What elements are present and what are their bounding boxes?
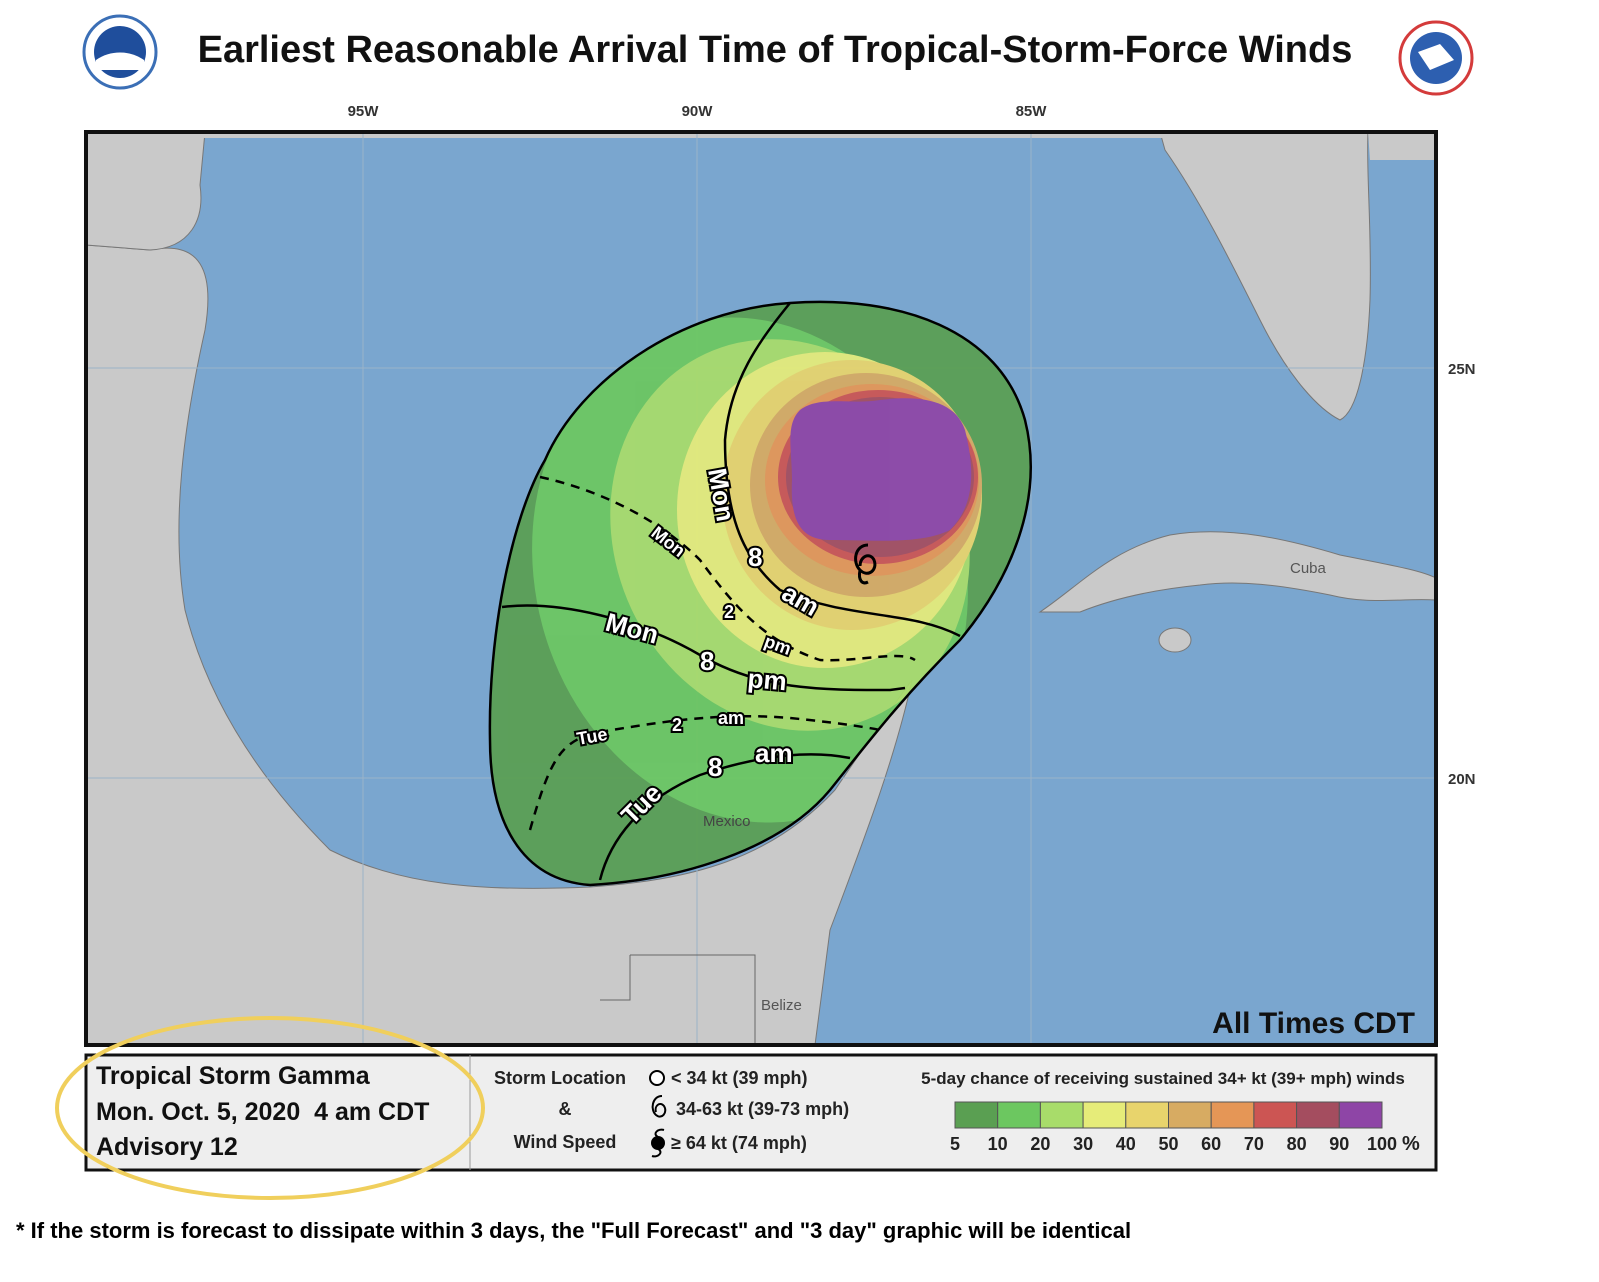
- time-period: am: [755, 738, 793, 768]
- prob-tick-label: 60: [1201, 1134, 1221, 1154]
- time-hour: 2: [672, 715, 682, 735]
- time-period: am: [718, 708, 744, 728]
- prob-tick-label: 80: [1287, 1134, 1307, 1154]
- nws-logo: [1398, 20, 1474, 96]
- storm-legend-title: Storm Location: [494, 1068, 626, 1088]
- time-zone-note: All Times CDT: [1212, 1007, 1415, 1040]
- prob-swatch: [1082, 1101, 1127, 1129]
- lon-label: 85W: [1016, 103, 1048, 120]
- symbol-weak: [649, 1070, 665, 1086]
- noaa-logo: [82, 14, 158, 90]
- advisory: Advisory 12: [96, 1133, 238, 1161]
- lat-label: 20N: [1448, 771, 1476, 788]
- prob-scale: 5 10 20 30 40 50 60 70 80 90 100: [950, 1101, 1397, 1154]
- prob-tick-label: 40: [1116, 1134, 1136, 1154]
- prob-tick-label: 10: [988, 1134, 1008, 1154]
- prob-swatch: [1168, 1101, 1212, 1129]
- prob-swatch: [1210, 1101, 1255, 1129]
- time-contour: [501, 604, 906, 692]
- prob-swatch: [1039, 1101, 1084, 1129]
- storm-legend-item: 34-63 kt (39-73 mph): [676, 1099, 849, 1119]
- storm-legend-title: &: [559, 1099, 572, 1119]
- land-florida-east: [1368, 132, 1436, 160]
- symbol-ts: [651, 1095, 667, 1118]
- map: Mon 8 am Mon 2 pm Mon 8 pm Tue 2 am 8 am…: [86, 132, 1436, 1045]
- cone-outline: [488, 300, 1032, 887]
- place-label: Cuba: [1290, 560, 1327, 577]
- highlight-circle: [55, 1016, 485, 1200]
- land-us: [86, 132, 1371, 421]
- time-contour: [598, 753, 851, 881]
- prob-unit: %: [1402, 1133, 1420, 1155]
- prob-tick-label: 20: [1030, 1134, 1050, 1154]
- time-hour: 8: [748, 542, 762, 572]
- land-cuba: [1038, 531, 1436, 613]
- time-period: pm: [746, 663, 787, 696]
- prob-swatch: [1296, 1101, 1340, 1129]
- prob-swatch: [1125, 1101, 1170, 1129]
- prob-tick-label: 5: [950, 1134, 960, 1154]
- storm-legend-title: Wind Speed: [514, 1132, 617, 1152]
- issued: Mon. Oct. 5, 2020 4 am CDT: [96, 1098, 429, 1126]
- place-label: Mexico: [703, 813, 751, 830]
- time-contour: [723, 302, 961, 638]
- prob-tick-label: 100: [1367, 1134, 1397, 1154]
- symbol-hurricane: [651, 1128, 665, 1158]
- prob-swatch: [1338, 1101, 1383, 1129]
- prob-tick-label: 50: [1158, 1134, 1178, 1154]
- prob-swatch: [997, 1101, 1041, 1129]
- prob-swatch: [1253, 1101, 1298, 1129]
- prob-tick-label: 30: [1073, 1134, 1093, 1154]
- time-hour: 8: [700, 646, 714, 676]
- prob-tick-label: 90: [1329, 1134, 1349, 1154]
- title: Earliest Reasonable Arrival Time of Trop…: [198, 29, 1353, 71]
- border: [600, 954, 756, 1045]
- lon-label: 95W: [348, 103, 380, 120]
- prob-legend-title: 5-day chance of receiving sustained 34+ …: [921, 1069, 1405, 1088]
- footnote: * If the storm is forecast to dissipate …: [16, 1218, 1131, 1243]
- prob-band: [790, 398, 972, 541]
- storm-symbol: [854, 543, 877, 585]
- prob-tick-label: 70: [1244, 1134, 1264, 1154]
- lat-label: 25N: [1448, 361, 1476, 378]
- time-hour: 8: [708, 752, 722, 782]
- place-label: Belize: [761, 997, 802, 1014]
- prob-swatch: [954, 1101, 999, 1129]
- storm-legend-item: ≥ 64 kt (74 mph): [671, 1133, 807, 1153]
- storm-legend-item: < 34 kt (39 mph): [671, 1068, 808, 1088]
- lon-label: 90W: [682, 103, 714, 120]
- time-contour: [539, 475, 916, 662]
- map-frame: [84, 130, 1438, 1047]
- storm-name: Tropical Storm Gamma: [96, 1062, 371, 1090]
- land-isla: [1158, 627, 1192, 653]
- time-hour: 2: [724, 602, 734, 622]
